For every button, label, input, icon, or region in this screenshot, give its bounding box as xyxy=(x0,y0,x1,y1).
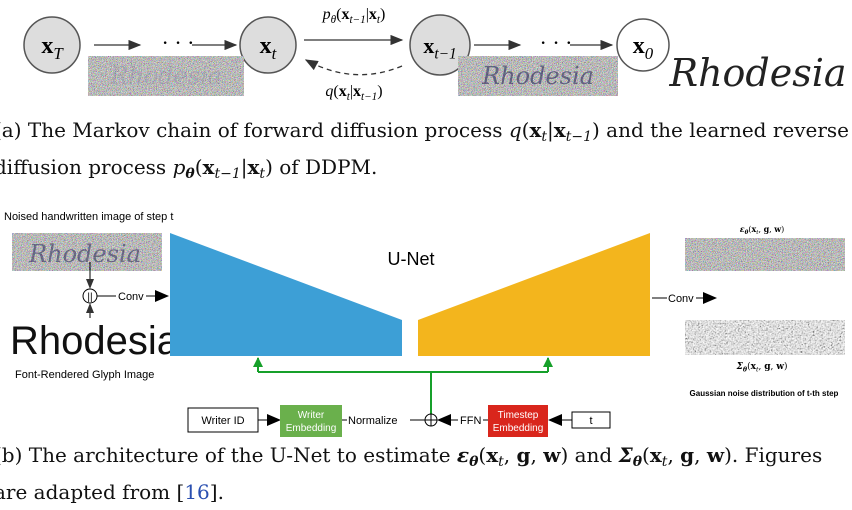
text-run: t−1 xyxy=(434,46,456,63)
citation[interactable]: 16 xyxy=(184,480,209,504)
sigma-label: Σθ(xt, g, w) xyxy=(735,361,787,373)
text-run: ]. xyxy=(210,480,224,504)
text-run: t xyxy=(272,44,277,63)
text-run: w xyxy=(707,443,724,467)
figure: xT xt xt−1 x0 · · · pθ(xt−1|xt) q(xt|xt−… xyxy=(0,0,852,510)
text-run: g xyxy=(517,443,531,467)
noised-title: Noised handwritten image of step t xyxy=(4,211,173,223)
clean-word: Rhodesia xyxy=(668,51,846,95)
timestep-embedding: Embedding xyxy=(493,423,544,434)
concat-symbol: || xyxy=(87,292,92,303)
text-run: θ xyxy=(633,454,642,470)
text-run: x xyxy=(650,443,662,467)
text-run: ) xyxy=(784,361,788,372)
conv-label: Conv xyxy=(118,291,144,303)
text-run: x xyxy=(339,83,347,100)
text-run: t−1 xyxy=(361,91,377,103)
dashed-arrow xyxy=(306,60,402,75)
text-run: , xyxy=(667,443,680,467)
text-run: Σ xyxy=(619,443,633,467)
text-run: q xyxy=(325,83,333,100)
text-run: ) of DDPM. xyxy=(265,155,377,179)
text-run: x xyxy=(529,118,541,142)
text-run: ( xyxy=(642,443,650,467)
text-run: t−1 xyxy=(566,129,592,145)
ellipsis: · · · xyxy=(540,30,573,55)
text-run: ) xyxy=(781,225,784,234)
text-run: θ xyxy=(469,454,478,470)
text-run: g xyxy=(680,443,694,467)
noise-image xyxy=(685,238,845,271)
gray-noise-image xyxy=(685,320,845,355)
text-run: x xyxy=(486,443,498,467)
timestep-embedding: Timestep xyxy=(498,410,539,421)
text-run: x xyxy=(260,33,272,59)
caption-a: (a) The Markov chain of forward diffusio… xyxy=(0,115,852,189)
text-run: ε xyxy=(457,443,469,467)
unet-architecture: Noised handwritten image of step t Rhode… xyxy=(4,211,845,437)
text-run: ) xyxy=(380,6,385,23)
text-run: w xyxy=(543,443,560,467)
text-run: , xyxy=(531,443,544,467)
decoder xyxy=(418,233,650,356)
text-run: p xyxy=(322,6,331,23)
normalize-label: Normalize xyxy=(348,415,398,427)
text-run: t−1 xyxy=(214,166,240,182)
text-run: x xyxy=(353,83,361,100)
text-run: | xyxy=(547,118,554,142)
noisy-word: Rhodesia xyxy=(481,62,594,90)
t-label: t xyxy=(589,415,592,427)
text-run: x xyxy=(633,33,645,59)
ellipsis: · · · xyxy=(162,30,195,55)
text-run: (b) The architecture of the U-Net to est… xyxy=(0,443,457,467)
forward-label: q(xt|xt−1) xyxy=(325,83,382,103)
glyph-image: Rhodesia xyxy=(10,319,180,363)
text-run: , xyxy=(504,443,517,467)
text-run: ) and xyxy=(560,443,618,467)
writer-embedding: Embedding xyxy=(286,423,337,434)
text-run: p xyxy=(173,155,186,179)
text-run: x xyxy=(341,6,349,23)
text-run: t−1 xyxy=(349,14,365,26)
text-run: x xyxy=(203,155,215,179)
markov-chain: xT xt xt−1 x0 · · · pθ(xt−1|xt) q(xt|xt−… xyxy=(24,6,847,103)
noisy-word: Rhodesia xyxy=(109,62,222,90)
text-run: ) xyxy=(377,83,382,100)
encoder xyxy=(170,233,402,356)
noisy-word: Rhodesia xyxy=(28,240,141,268)
conv-label: Conv xyxy=(668,293,694,305)
text-run: x xyxy=(423,33,434,58)
text-run: x xyxy=(247,155,259,179)
reverse-label: pθ(xt−1|xt) xyxy=(322,6,386,26)
text-run: x xyxy=(41,33,53,59)
text-run: 0 xyxy=(645,44,654,63)
text-run: x xyxy=(369,6,377,23)
gaussian-caption: Gaussian noise distribution of t-th step xyxy=(690,389,839,398)
page: xT xt xt−1 x0 · · · pθ(xt−1|xt) q(xt|xt−… xyxy=(0,0,852,510)
text-run: q xyxy=(509,118,522,142)
text-run: θ xyxy=(185,166,194,182)
text-run: (a) The Markov chain of forward diffusio… xyxy=(0,118,509,142)
glyph-caption: Font-Rendered Glyph Image xyxy=(15,369,154,381)
text-run: x xyxy=(554,118,566,142)
text-run: , xyxy=(694,443,707,467)
eps-label: εθ(xt, g, w) xyxy=(740,224,785,236)
unet-label: U-Net xyxy=(387,249,434,269)
text-run: ( xyxy=(195,155,203,179)
writer-id: Writer ID xyxy=(201,415,244,427)
caption-b: (b) The architecture of the U-Net to est… xyxy=(0,440,852,507)
ffn-label: FFN xyxy=(460,415,481,427)
text-run: w xyxy=(775,362,784,372)
writer-embedding: Writer xyxy=(298,410,325,421)
